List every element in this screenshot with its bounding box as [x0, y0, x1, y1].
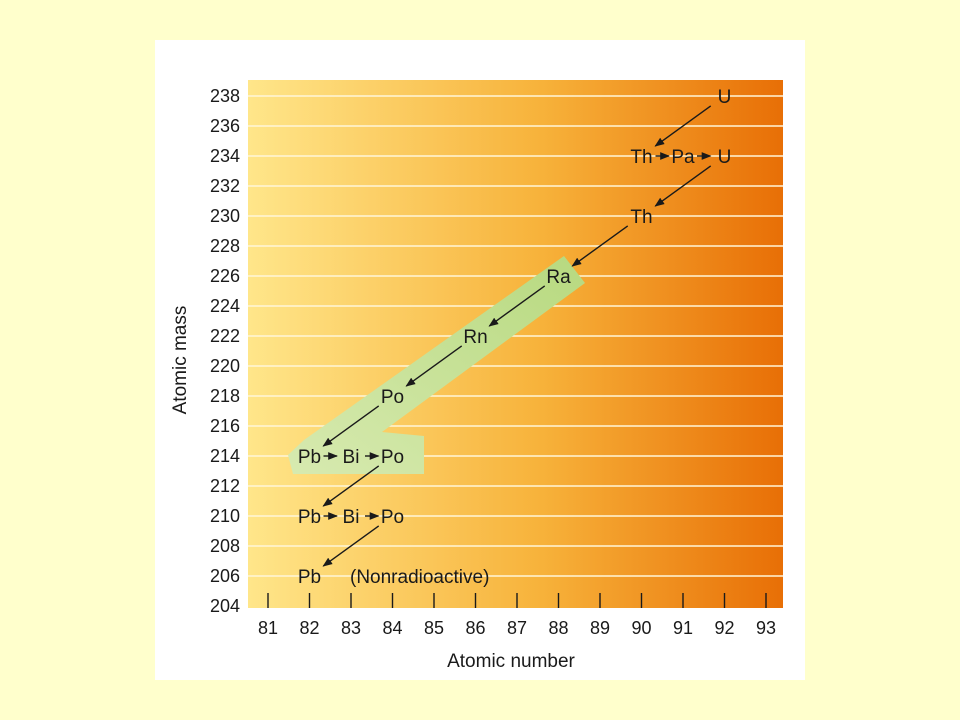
nonradioactive-note: (Nonradioactive) — [350, 567, 489, 588]
x-tick-label-86: 86 — [465, 618, 485, 638]
x-tick-label-91: 91 — [673, 618, 693, 638]
x-tick-label-88: 88 — [548, 618, 568, 638]
y-tick-label-224: 224 — [210, 296, 240, 316]
y-tick-label-204: 204 — [210, 596, 240, 616]
nuclide-pa-234: Pa — [671, 147, 695, 168]
alpha-decay-arrow-11 — [322, 465, 380, 507]
nuclide-po-210: Po — [381, 507, 404, 528]
nuclide-pb-210: Pb — [298, 507, 321, 528]
x-tick-label-93: 93 — [756, 618, 776, 638]
y-tick-label-228: 228 — [210, 236, 240, 256]
alpha-decay-arrow-1 — [654, 105, 712, 147]
x-ticks — [267, 593, 767, 608]
nuclide-rn-222: Rn — [463, 327, 487, 348]
nuclide-u-238: U — [718, 87, 732, 108]
y-tick-label-218: 218 — [210, 386, 240, 406]
x-tick-label-92: 92 — [714, 618, 734, 638]
alpha-decay-arrow-7 — [405, 345, 463, 387]
plot-area — [248, 80, 783, 608]
x-tick-labels: 81 82 83 84 85 86 87 88 89 90 91 92 93 — [258, 618, 776, 638]
nuclide-th-234: Th — [630, 147, 652, 168]
nuclide-po-218: Po — [381, 387, 404, 408]
alpha-decay-arrow-14 — [322, 525, 380, 567]
x-tick-label-82: 82 — [299, 618, 319, 638]
y-tick-label-220: 220 — [210, 356, 240, 376]
alpha-decay-arrow-6 — [488, 285, 546, 327]
y-tick-label-210: 210 — [210, 506, 240, 526]
nuclide-u-234: U — [718, 147, 732, 168]
y-tick-label-208: 208 — [210, 536, 240, 556]
x-tick-label-90: 90 — [631, 618, 651, 638]
y-tick-label-214: 214 — [210, 446, 240, 466]
nuclide-th-230: Th — [630, 207, 652, 228]
gridlines — [248, 95, 783, 577]
y-tick-label-212: 212 — [210, 476, 240, 496]
alpha-decay-arrow-8 — [322, 405, 380, 447]
nuclide-po-214: Po — [381, 447, 404, 468]
y-tick-label-234: 234 — [210, 146, 240, 166]
x-axis-title: Atomic number — [447, 651, 575, 672]
decay-arrows — [322, 105, 712, 567]
y-tick-label-230: 230 — [210, 206, 240, 226]
nuclide-ra-226: Ra — [546, 267, 571, 288]
y-tick-label-232: 232 — [210, 176, 240, 196]
y-tick-label-222: 222 — [210, 326, 240, 346]
y-tick-label-226: 226 — [210, 266, 240, 286]
nuclide-pb-214: Pb — [298, 447, 321, 468]
x-tick-label-83: 83 — [341, 618, 361, 638]
nuclide-bi-214: Bi — [343, 447, 360, 468]
nuclide-labels: U Th Pa U Th Ra Rn Po Pb Bi Po Pb Bi Po Pb — [298, 87, 731, 588]
x-tick-label-87: 87 — [507, 618, 527, 638]
x-tick-label-84: 84 — [382, 618, 402, 638]
x-tick-label-89: 89 — [590, 618, 610, 638]
y-tick-labels: 238 236 234 232 230 228 226 224 222 220 218 216 214 2… — [210, 86, 240, 616]
nuclide-bi-210: Bi — [343, 507, 360, 528]
y-tick-label-216: 216 — [210, 416, 240, 436]
alpha-decay-arrow-5 — [571, 225, 629, 267]
alpha-decay-arrow-4 — [654, 165, 712, 207]
x-tick-label-85: 85 — [424, 618, 444, 638]
y-tick-label-238: 238 — [210, 86, 240, 106]
y-tick-label-236: 236 — [210, 116, 240, 136]
y-axis-title: Atomic mass — [170, 306, 191, 415]
nuclide-pb-206: Pb — [298, 567, 321, 588]
x-tick-label-81: 81 — [258, 618, 278, 638]
y-tick-label-206: 206 — [210, 566, 240, 586]
